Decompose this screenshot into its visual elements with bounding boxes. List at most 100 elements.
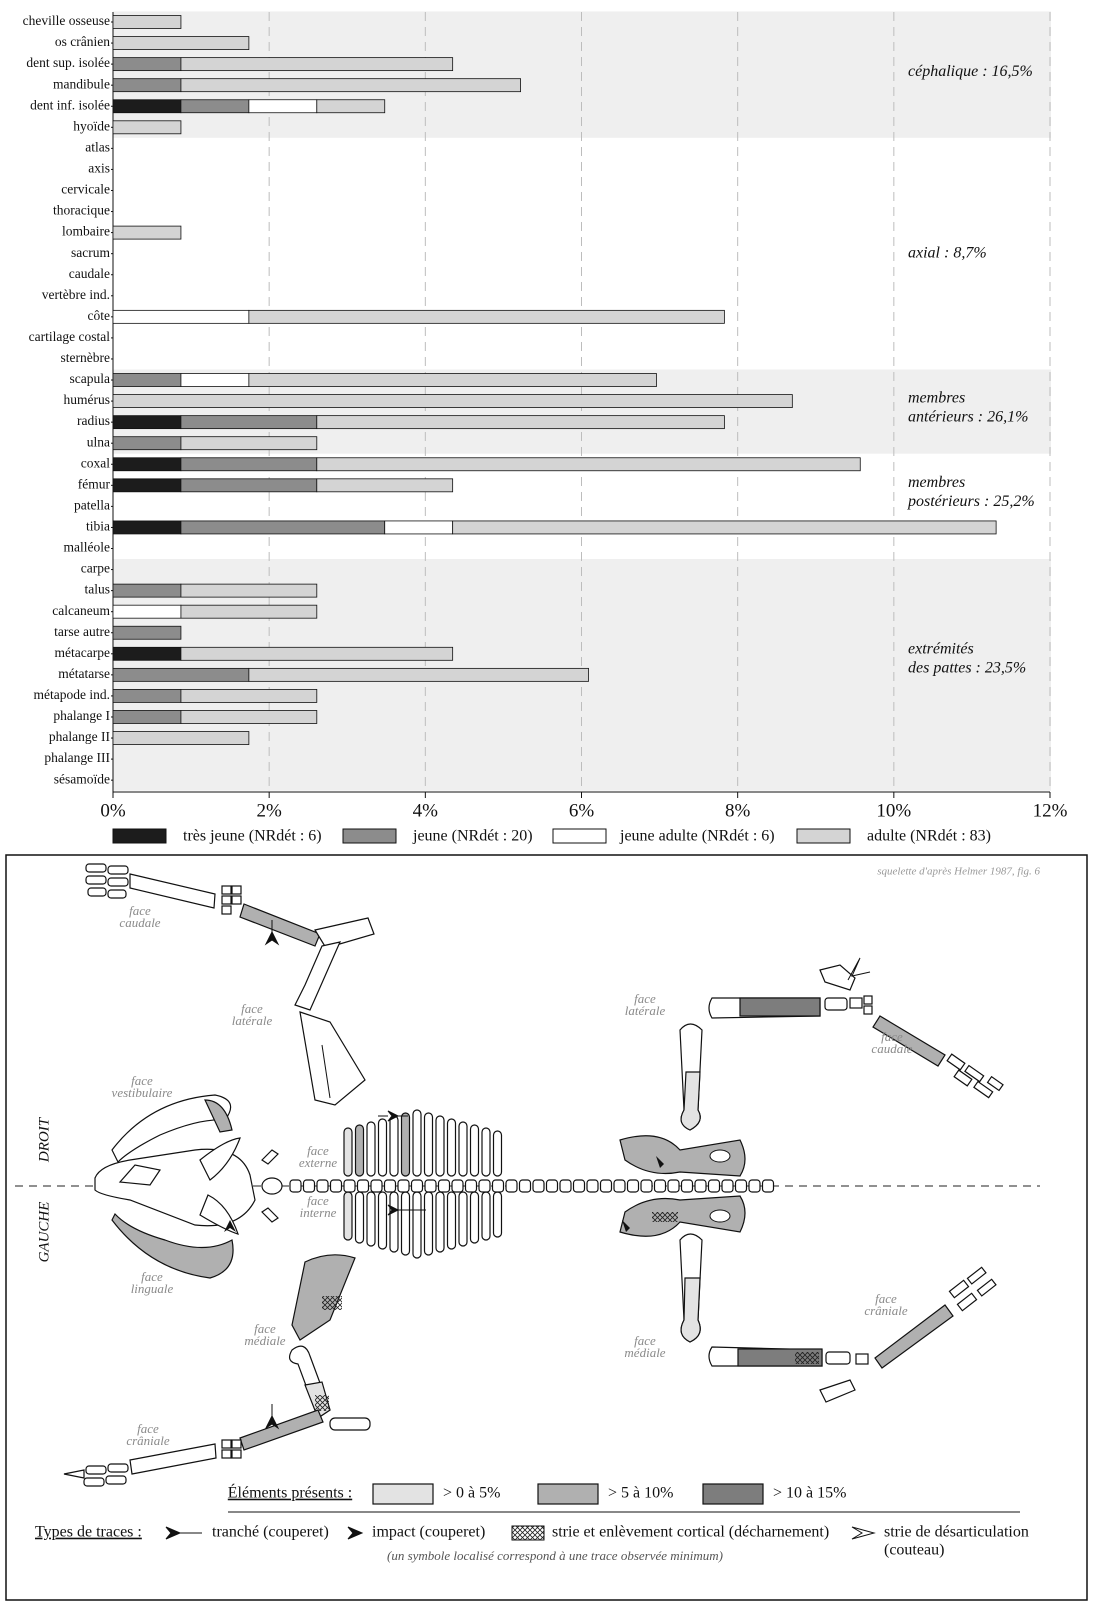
group-label: membres: [908, 390, 965, 407]
rib: [448, 1119, 456, 1176]
rib: [344, 1128, 352, 1176]
rib: [425, 1113, 433, 1176]
vertebra: [749, 1180, 760, 1192]
face-label: caudale: [119, 915, 160, 930]
bar-segment: [113, 647, 181, 660]
vertebra: [736, 1180, 747, 1192]
rib: [367, 1122, 375, 1176]
bar-segment: [113, 605, 181, 618]
trace-icon: [512, 1526, 544, 1540]
y-tick-label: métatarse: [58, 666, 110, 681]
trace-icon: [166, 1527, 202, 1539]
y-tick-label: mandibule: [53, 76, 110, 91]
bar-segment: [181, 521, 385, 534]
face-label: latérale: [232, 1013, 273, 1028]
face-label: caudale: [871, 1041, 912, 1056]
y-tick-label: malléole: [64, 540, 110, 555]
traces-title: Types de traces :: [35, 1524, 142, 1541]
bar-segment: [249, 100, 317, 113]
y-tick-label: sacrum: [71, 245, 110, 260]
x-tick-label: 2%: [257, 800, 283, 821]
bar-segment: [249, 310, 725, 323]
y-tick-label: caudale: [69, 266, 110, 281]
bar-segment: [113, 310, 249, 323]
rib: [402, 1113, 410, 1176]
skeleton-drawing: [64, 864, 1003, 1486]
y-tick-label: cervicale: [61, 182, 110, 197]
legend-swatch: [703, 1484, 763, 1504]
legend-label: jeune (NRdét : 20): [412, 828, 533, 845]
legend-swatch: [373, 1484, 433, 1504]
group-label: extrémités: [908, 640, 974, 657]
y-tick-label: vertèbre ind.: [42, 287, 110, 302]
y-tick-label: talus: [85, 582, 111, 597]
face-label: médiale: [244, 1333, 285, 1348]
y-tick-label: radius: [77, 413, 110, 428]
y-tick-label: coxal: [81, 455, 110, 470]
y-tick-label: hyoïde: [73, 118, 110, 133]
y-tick-label: cheville osseuse: [23, 13, 110, 28]
bar-segment: [113, 16, 181, 29]
vertebra: [425, 1180, 436, 1192]
vertebra: [385, 1180, 396, 1192]
face-label: interne: [300, 1205, 337, 1220]
vertebra: [493, 1180, 504, 1192]
y-tick-label: carpe: [81, 561, 110, 576]
y-tick-label: sésamoïde: [54, 771, 110, 786]
figure: 0%2%4%6%8%10%12%cheville osseuseos crâni…: [0, 0, 1093, 1606]
rib: [459, 1122, 467, 1176]
vertebra: [574, 1180, 585, 1192]
face-label: crâniale: [126, 1433, 170, 1448]
legend-label: > 10 à 15%: [773, 1485, 846, 1502]
rib: [379, 1192, 387, 1249]
bar-segment: [181, 374, 249, 387]
bar-segment: [317, 100, 385, 113]
vertebra: [763, 1180, 774, 1192]
y-tick-label: phalange III: [44, 750, 110, 765]
bar-segment: [181, 605, 317, 618]
y-tick-label: dent inf. isolée: [30, 97, 110, 112]
vertebra: [641, 1180, 652, 1192]
group-label: antérieurs : 26,1%: [908, 409, 1028, 426]
bar-segment: [113, 58, 181, 71]
vertebra: [695, 1180, 706, 1192]
trace-icon: [852, 1527, 874, 1539]
legend-label: très jeune (NRdét : 6): [183, 828, 322, 845]
group-label: des pattes : 23,5%: [908, 659, 1026, 676]
vertebra: [344, 1180, 355, 1192]
vertebra: [466, 1180, 477, 1192]
legend-label: > 5 à 10%: [608, 1485, 673, 1502]
group-label: céphalique : 16,5%: [908, 63, 1033, 80]
face-label: externe: [299, 1155, 337, 1170]
group-label: membres: [908, 474, 965, 491]
rib: [413, 1110, 421, 1176]
rib: [413, 1192, 421, 1258]
x-tick-label: 12%: [1033, 800, 1068, 821]
bar-segment: [181, 100, 249, 113]
rib: [436, 1116, 444, 1176]
bar-segment: [181, 710, 317, 723]
traces-note: (un symbole localisé correspond à une tr…: [387, 1548, 723, 1563]
page: Représentation squelettique {"chart_data…: [0, 0, 1093, 1606]
bar-segment: [113, 437, 181, 450]
legend-label: adulte (NRdét : 83): [867, 828, 991, 845]
rib: [356, 1192, 364, 1243]
legend-swatch: [538, 1484, 598, 1504]
bar-segment: [113, 668, 249, 681]
vertebra: [682, 1180, 693, 1192]
bar-segment: [317, 479, 453, 492]
trace-label: (couteau): [884, 1542, 944, 1559]
bar-segment: [113, 79, 181, 92]
bar-segment: [181, 416, 317, 429]
rib: [379, 1119, 387, 1176]
vertebra: [533, 1180, 544, 1192]
vertebra: [722, 1180, 733, 1192]
rib: [459, 1192, 467, 1246]
bar-segment: [385, 521, 453, 534]
left-forelimb: [64, 1255, 370, 1486]
y-tick-label: fémur: [78, 476, 111, 491]
vertebra: [560, 1180, 571, 1192]
trace-icon: [348, 1527, 362, 1539]
y-tick-label: calcaneum: [52, 603, 110, 618]
y-tick-label: phalange I: [53, 708, 110, 723]
